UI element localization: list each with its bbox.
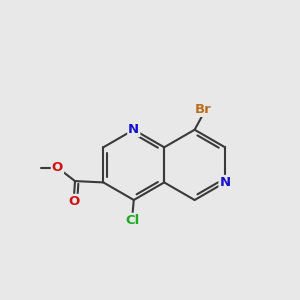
Text: O: O (52, 161, 63, 174)
Text: Cl: Cl (125, 214, 140, 227)
Text: Br: Br (194, 103, 211, 116)
Text: N: N (220, 176, 231, 189)
Text: O: O (68, 195, 79, 208)
Text: N: N (128, 123, 140, 136)
